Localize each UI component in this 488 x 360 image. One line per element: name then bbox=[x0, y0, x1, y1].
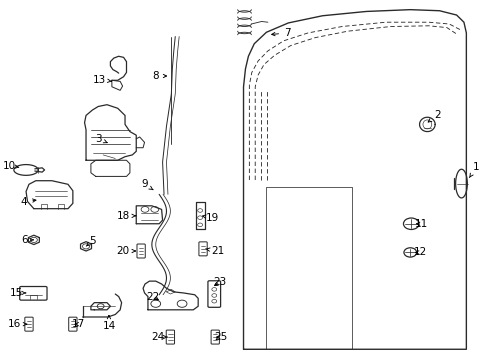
Text: 11: 11 bbox=[413, 219, 427, 229]
Text: 7: 7 bbox=[271, 28, 290, 38]
Text: 2: 2 bbox=[427, 111, 440, 122]
Text: 19: 19 bbox=[202, 213, 219, 222]
Text: 23: 23 bbox=[213, 277, 226, 287]
Text: 9: 9 bbox=[141, 179, 153, 190]
Text: 10: 10 bbox=[3, 161, 19, 171]
Text: 16: 16 bbox=[8, 319, 27, 329]
Text: 18: 18 bbox=[117, 211, 136, 221]
Text: 12: 12 bbox=[412, 247, 426, 257]
Text: 25: 25 bbox=[214, 332, 227, 342]
Text: 3: 3 bbox=[95, 134, 107, 144]
Text: 21: 21 bbox=[205, 246, 224, 256]
Text: 20: 20 bbox=[116, 246, 135, 256]
Text: 13: 13 bbox=[92, 75, 111, 85]
Text: 17: 17 bbox=[72, 319, 85, 329]
Text: 15: 15 bbox=[10, 288, 26, 298]
Text: 22: 22 bbox=[146, 292, 159, 302]
Text: 1: 1 bbox=[468, 162, 478, 177]
Text: 8: 8 bbox=[152, 71, 166, 81]
Text: 4: 4 bbox=[21, 197, 36, 207]
Text: 5: 5 bbox=[86, 236, 96, 246]
Text: 14: 14 bbox=[102, 315, 115, 331]
Text: 6: 6 bbox=[21, 235, 33, 245]
Text: 24: 24 bbox=[151, 332, 167, 342]
